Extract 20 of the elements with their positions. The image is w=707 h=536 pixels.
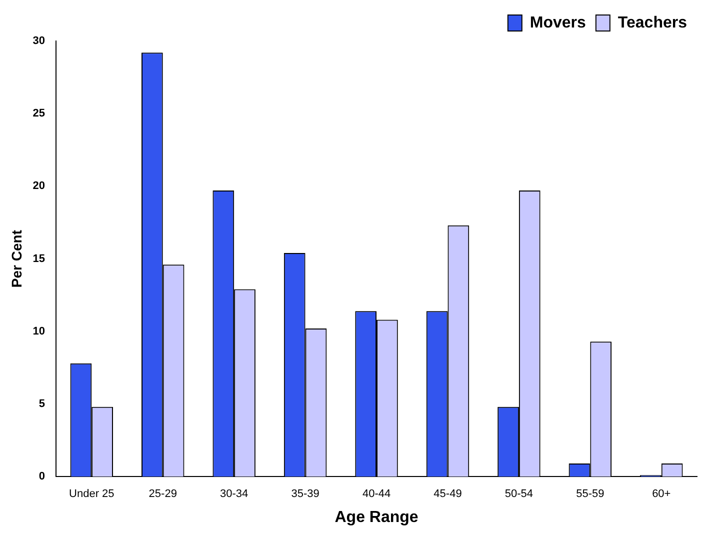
legend-label: Movers <box>530 14 586 32</box>
x-tick-label: 25-29 <box>148 488 177 500</box>
y-tick-label: 15 <box>32 252 46 265</box>
y-tick-label: 5 <box>38 398 46 410</box>
x-axis-title: Age Range <box>334 508 418 526</box>
y-tick-label: 20 <box>32 180 46 192</box>
x-tick-label: 40-44 <box>362 488 391 500</box>
x-tick-label: 55-59 <box>576 488 604 500</box>
y-tick-label: 25 <box>32 108 46 120</box>
x-tick-label: 30-34 <box>220 488 248 500</box>
x-tick-label: 50-54 <box>504 488 534 500</box>
y-tick-label: 30 <box>32 35 46 48</box>
y-tick-label: 0 <box>38 470 46 483</box>
x-tick-label: 45-49 <box>434 488 462 500</box>
x-tick-label: 35-39 <box>291 488 320 500</box>
legend-label: Teachers <box>618 14 688 32</box>
x-tick-label: 60+ <box>652 488 671 500</box>
x-tick-label: Under 25 <box>69 488 114 500</box>
y-axis-title: Per Cent <box>8 230 24 288</box>
y-tick-label: 10 <box>32 325 46 338</box>
